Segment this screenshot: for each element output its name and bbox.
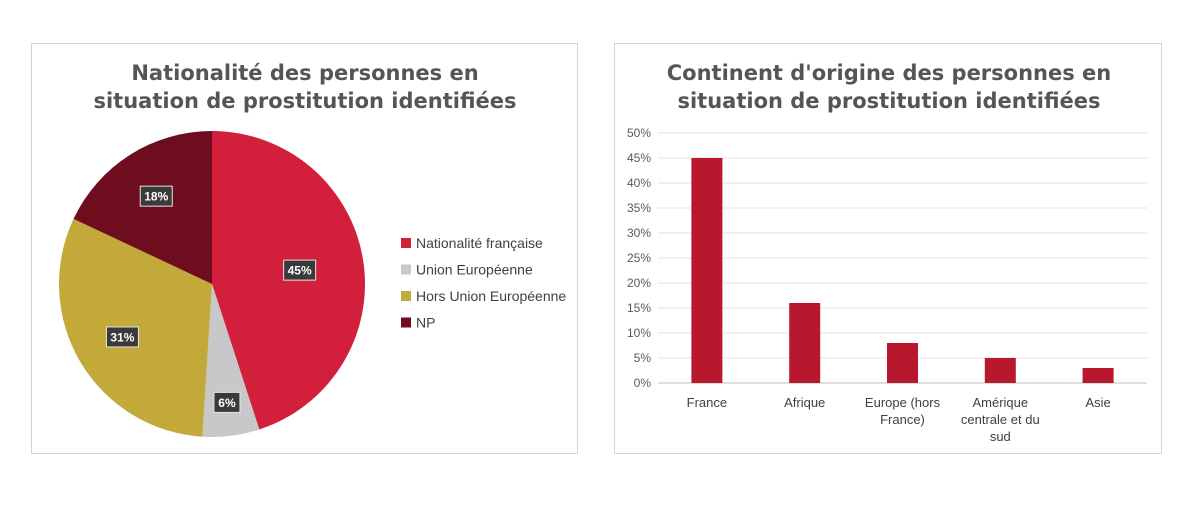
pie-data-label-box (213, 391, 241, 413)
x-category-label: France (687, 395, 727, 410)
legend-label: Union Européenne (416, 262, 533, 278)
legend-label: Hors Union Européenne (416, 288, 566, 304)
y-tick-label: 30% (627, 226, 651, 240)
bar-chart: Continent d'origine des personnes en sit… (627, 61, 1147, 444)
y-tick-label: 20% (627, 276, 651, 290)
pie-title-line-2: situation de prostitution identifiées (93, 89, 516, 113)
legend-swatch (401, 238, 411, 248)
y-tick-label: 10% (627, 326, 651, 340)
y-tick-label: 0% (634, 376, 652, 390)
legend-swatch (401, 264, 411, 275)
y-tick-label: 5% (634, 351, 652, 365)
y-tick-label: 40% (627, 176, 651, 190)
y-tick-label: 35% (627, 201, 651, 215)
pie-data-label: 6% (218, 396, 236, 410)
pie-chart: Nationalité des personnes en situation d… (58, 61, 566, 438)
pie-chart-panel: Nationalité des personnes en situation d… (31, 43, 578, 454)
pie-data-label-box (283, 259, 317, 281)
x-category-label: sud (990, 429, 1011, 444)
pie-data-label-box (105, 326, 139, 348)
bar (789, 303, 821, 383)
x-category-label: centrale et du (961, 412, 1040, 427)
pie-data-label-box (139, 185, 173, 207)
bar-title-line-2: situation de prostitution identifiées (677, 89, 1100, 113)
legend-swatch (401, 317, 411, 328)
bar (984, 358, 1016, 383)
bar (1082, 368, 1114, 383)
bar-title-line-1: Continent d'origine des personnes en (667, 61, 1112, 85)
bar-chart-panel: Continent d'origine des personnes en sit… (614, 43, 1162, 454)
x-category-label: Afrique (784, 395, 825, 410)
pie-data-label: 45% (288, 264, 312, 278)
pie-title-line-1: Nationalité des personnes en (131, 61, 478, 85)
pie-data-label: 18% (144, 190, 168, 204)
x-category-label: Europe (hors (865, 395, 941, 410)
bar (691, 158, 723, 383)
y-tick-label: 25% (627, 251, 651, 265)
y-tick-label: 50% (627, 126, 651, 140)
legend-label: Nationalité française (416, 235, 543, 251)
x-category-label: Amérique (972, 395, 1028, 410)
legend-label: NP (416, 315, 435, 331)
pie-data-label: 31% (110, 330, 134, 344)
pie-slice (73, 131, 212, 284)
bar (887, 343, 918, 383)
x-category-label: Asie (1085, 395, 1110, 410)
x-category-label: France) (880, 412, 925, 427)
y-tick-label: 45% (627, 151, 651, 165)
y-tick-label: 15% (627, 301, 651, 315)
legend-swatch (401, 291, 411, 301)
